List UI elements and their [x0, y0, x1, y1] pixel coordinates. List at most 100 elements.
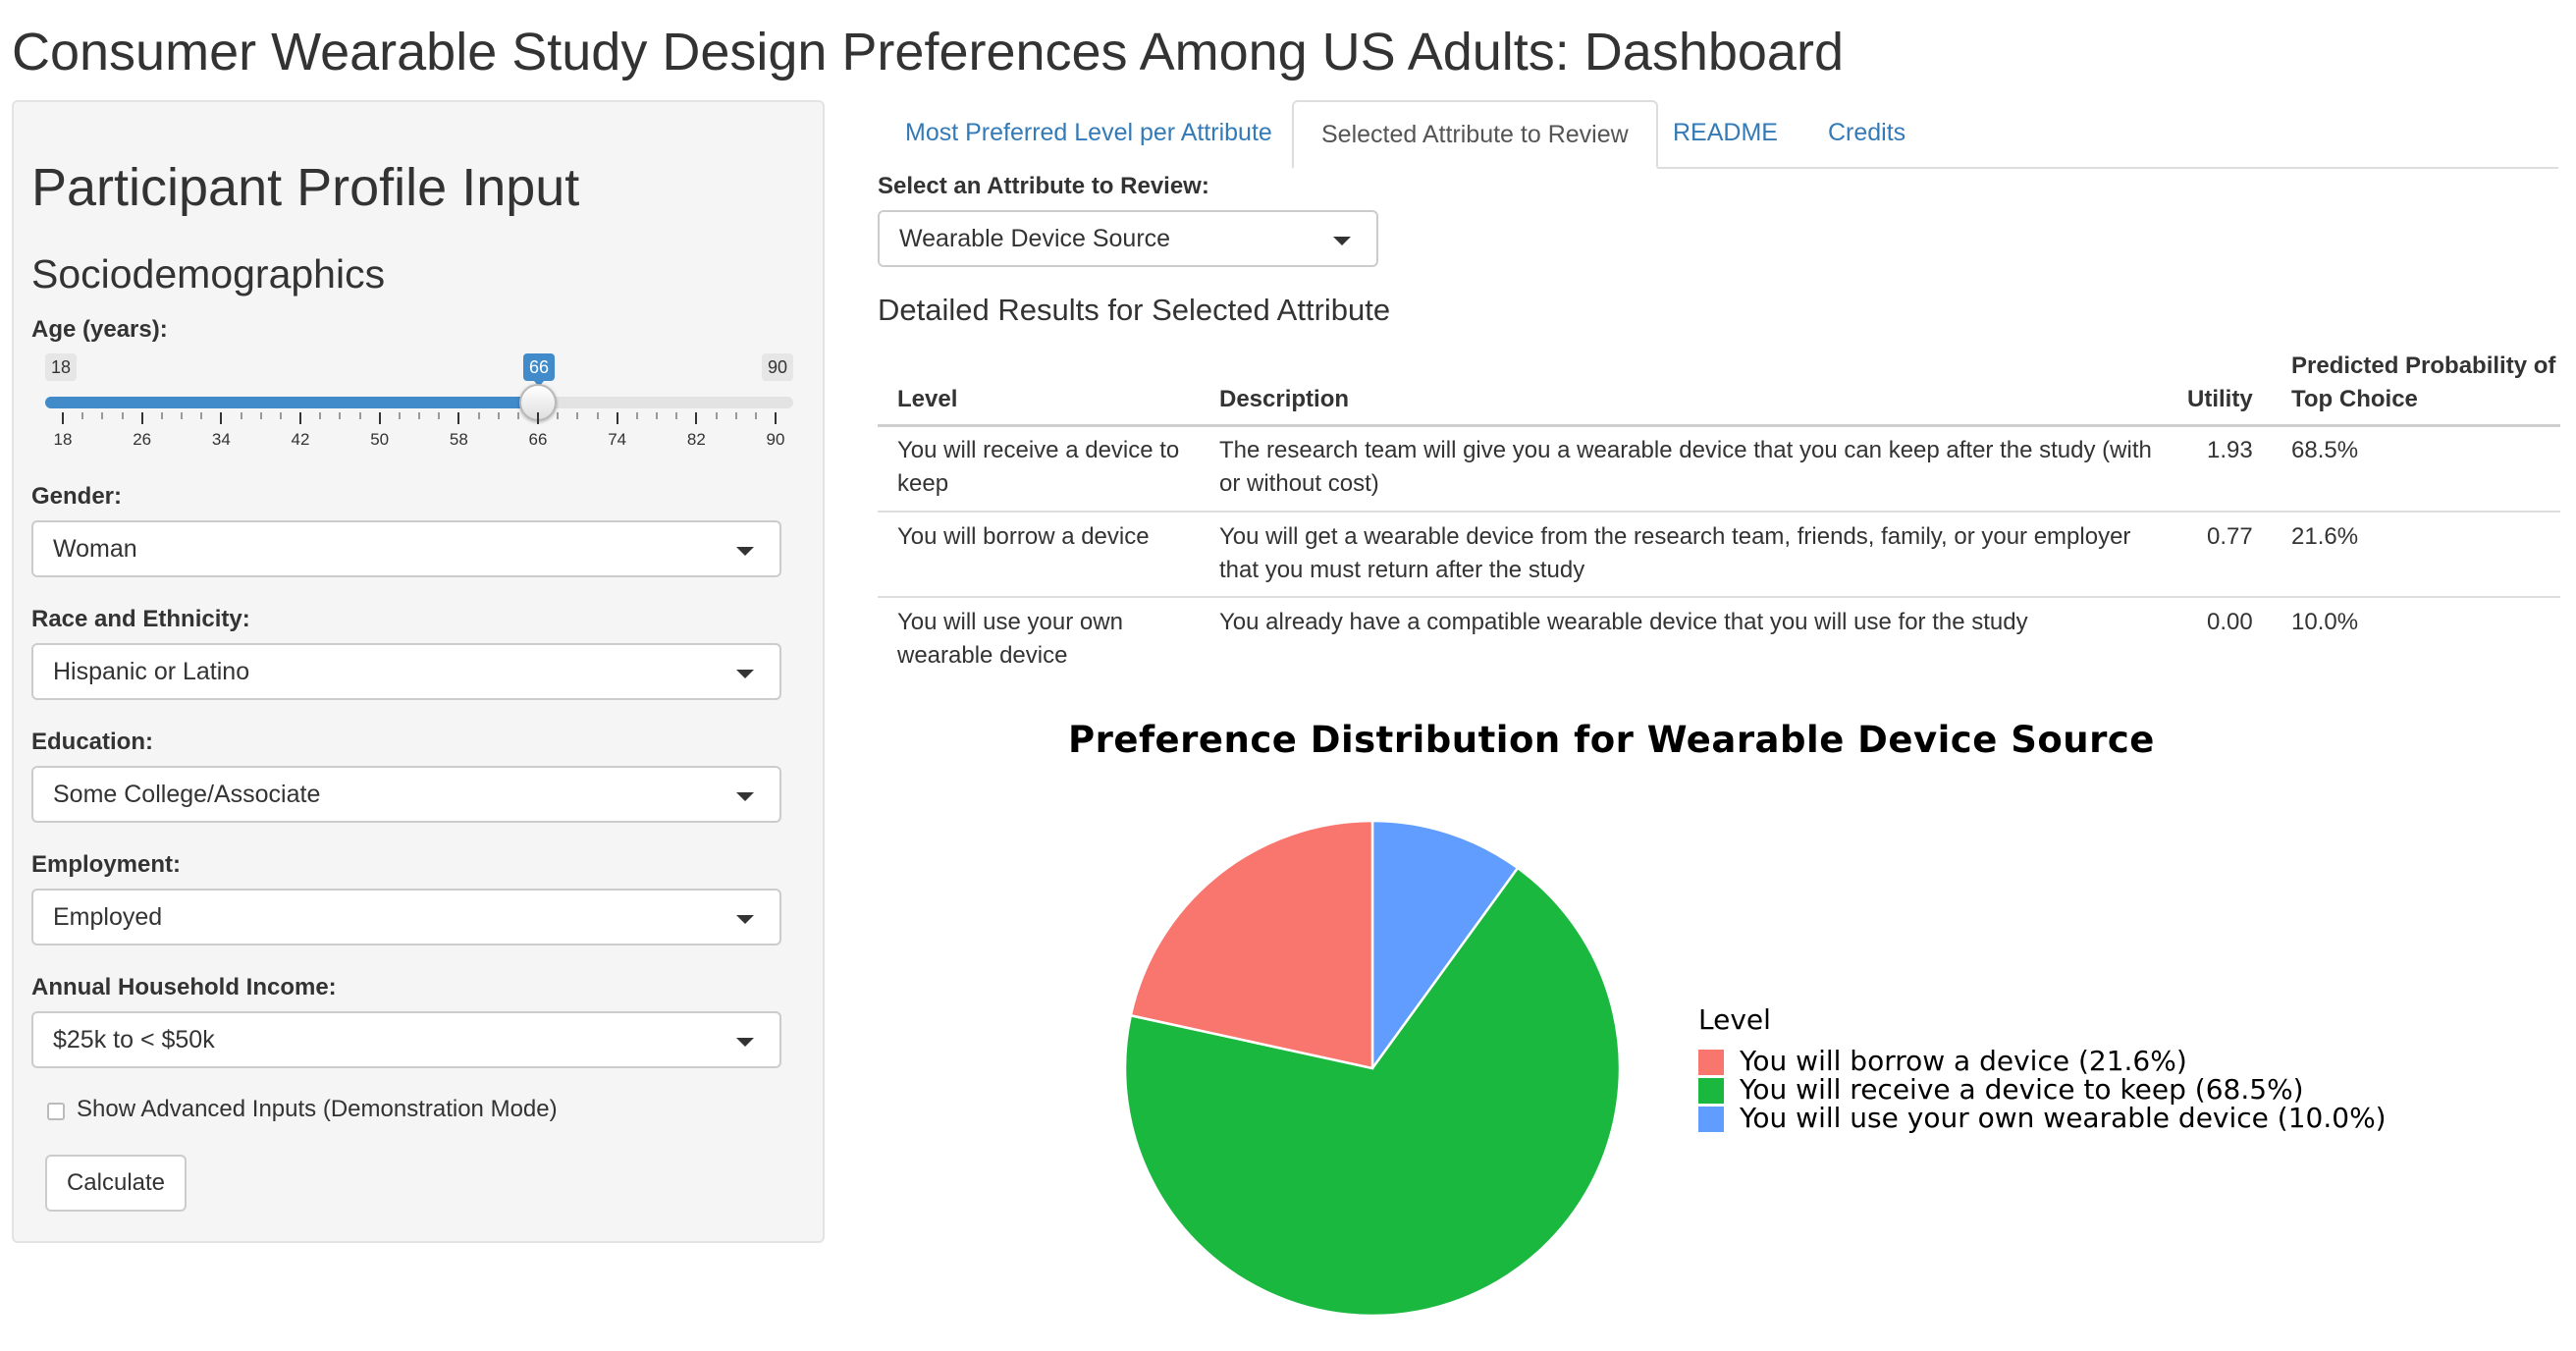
slider-tick-label: 34 — [211, 430, 231, 449]
slider-minor-tick — [181, 412, 183, 419]
slider-minor-tick — [557, 412, 560, 419]
slider-minor-tick — [576, 412, 579, 419]
education-select-value: Some College/Associate — [53, 781, 321, 808]
table-cell-utility: 0.00 — [2207, 609, 2253, 635]
gender-label: Gender: — [31, 483, 123, 510]
page-title: Consumer Wearable Study Design Preferenc… — [12, 23, 1844, 81]
legend-label: You will borrow a device (21.6%) — [1740, 1045, 2187, 1077]
table-row-rule — [878, 511, 2560, 513]
slider-tick — [62, 412, 64, 424]
tab-selected-attribute[interactable]: Selected Attribute to Review — [1292, 100, 1658, 169]
slider-minor-tick — [656, 412, 658, 419]
race-select[interactable]: Hispanic or Latino — [31, 643, 781, 700]
age-label: Age (years): — [31, 316, 168, 343]
table-cell-utility: 1.93 — [2207, 437, 2253, 463]
table-header-level: Level — [897, 386, 958, 412]
slider-minor-tick — [754, 412, 757, 419]
tab-divider — [1292, 167, 2558, 169]
tab-credits[interactable]: Credits — [1828, 119, 1906, 146]
slider-tick-label: 90 — [766, 430, 785, 449]
income-select[interactable]: $25k to < $50k — [31, 1011, 781, 1068]
slider-minor-tick — [516, 412, 519, 419]
employment-select-value: Employed — [53, 903, 163, 931]
slider-minor-tick — [279, 412, 282, 419]
results-heading: Detailed Results for Selected Attribute — [878, 293, 1391, 327]
income-label: Annual Household Income: — [31, 974, 337, 1000]
slider-minor-tick — [398, 412, 401, 419]
slider-tick — [140, 412, 143, 424]
slider-tick-label: 18 — [53, 430, 73, 449]
attribute-select-value: Wearable Device Source — [899, 225, 1171, 252]
slider-minor-tick — [596, 412, 599, 419]
race-select-value: Hispanic or Latino — [53, 658, 250, 685]
slider-minor-tick — [101, 412, 104, 419]
advanced-inputs-checkbox[interactable] — [47, 1103, 65, 1120]
legend-label: You will receive a device to keep (68.5%… — [1740, 1073, 2304, 1106]
pie-slice — [1370, 819, 1520, 1072]
table-cell-description: You already have a compatible wearable d… — [1219, 609, 2028, 635]
table-cell-description: You will get a wearable device from the … — [1219, 523, 2131, 583]
income-select-value: $25k to < $50k — [53, 1026, 215, 1054]
table-cell-description: The research team will give you a wearab… — [1219, 437, 2152, 497]
slider-tick — [616, 412, 618, 424]
table-cell-utility: 0.77 — [2207, 523, 2253, 550]
slider-minor-tick — [358, 412, 361, 419]
chevron-down-icon — [736, 1038, 754, 1047]
sidebar-subheading: Sociodemographics — [31, 251, 386, 297]
slider-tick-label: 66 — [528, 430, 548, 449]
slider-tick-label: 74 — [608, 430, 627, 449]
slider-minor-tick — [418, 412, 420, 419]
slider-tick — [378, 412, 381, 424]
slider-tick-label: 82 — [686, 430, 706, 449]
slider-minor-tick — [200, 412, 203, 419]
table-row-rule — [878, 596, 2560, 598]
chevron-down-icon — [1333, 237, 1351, 245]
tab-most-preferred[interactable]: Most Preferred Level per Attribute — [905, 119, 1272, 146]
slider-minor-tick — [477, 412, 480, 419]
table-header-rule — [878, 424, 2560, 427]
age-slider-fill — [45, 397, 538, 408]
table-cell-level: You will receive a device to keep — [897, 437, 1180, 497]
slider-minor-tick — [715, 412, 718, 419]
slider-minor-tick — [259, 412, 262, 419]
slider-minor-tick — [734, 412, 737, 419]
attribute-select-label: Select an Attribute to Review: — [878, 173, 1209, 199]
slider-minor-tick — [339, 412, 342, 419]
table-cell-probability: 10.0% — [2291, 609, 2359, 635]
attribute-select[interactable]: Wearable Device Source — [878, 210, 1378, 267]
pie-chart — [1123, 819, 1622, 1318]
slider-minor-tick — [497, 412, 500, 419]
slider-tick-label: 50 — [370, 430, 390, 449]
pie-slice — [1123, 866, 1622, 1318]
slider-minor-tick — [81, 412, 84, 419]
chevron-down-icon — [736, 915, 754, 924]
gender-select[interactable]: Woman — [31, 520, 781, 577]
slider-minor-tick — [635, 412, 638, 419]
chevron-down-icon — [736, 547, 754, 556]
slider-tick — [220, 412, 223, 424]
race-label: Race and Ethnicity: — [31, 606, 250, 632]
legend-label: You will use your own wearable device (1… — [1740, 1102, 2387, 1134]
legend-swatch — [1698, 1050, 1724, 1075]
slider-minor-tick — [121, 412, 124, 419]
education-label: Education: — [31, 729, 153, 755]
education-select[interactable]: Some College/Associate — [31, 766, 781, 823]
slider-tick — [457, 412, 460, 424]
calculate-button[interactable]: Calculate — [45, 1155, 187, 1212]
slider-minor-tick — [240, 412, 242, 419]
table-cell-probability: 21.6% — [2291, 523, 2359, 550]
legend-swatch — [1698, 1107, 1724, 1132]
slider-tick-label: 26 — [133, 430, 152, 449]
advanced-inputs-label[interactable]: Show Advanced Inputs (Demonstration Mode… — [77, 1096, 558, 1122]
employment-select[interactable]: Employed — [31, 889, 781, 946]
chevron-down-icon — [736, 792, 754, 801]
table-header-description: Description — [1219, 386, 1350, 412]
legend-swatch — [1698, 1078, 1724, 1104]
table-header-utility: Utility — [2187, 386, 2253, 412]
slider-tick-label: 58 — [449, 430, 468, 449]
slider-tick — [695, 412, 698, 424]
slider-minor-tick — [319, 412, 322, 419]
tab-readme[interactable]: README — [1673, 119, 1778, 146]
slider-tick-label: 42 — [291, 430, 310, 449]
table-header-probability: Predicted Probability of Top Choice — [2291, 352, 2556, 412]
